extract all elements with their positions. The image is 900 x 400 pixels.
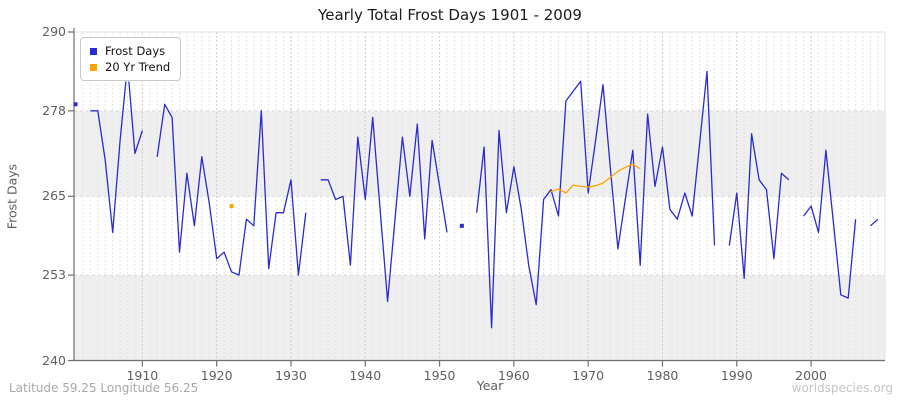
legend-item-frost-days: Frost Days bbox=[90, 43, 170, 59]
x-axis-label: Year bbox=[476, 378, 504, 393]
legend-label-trend: 20 Yr Trend bbox=[105, 60, 171, 74]
series-line-frost-days bbox=[870, 218, 879, 227]
data-point-marker-trend bbox=[229, 204, 234, 209]
series-line-trend bbox=[550, 163, 641, 194]
data-point-marker-frost-days bbox=[459, 223, 464, 228]
legend: Frost Days 20 Yr Trend bbox=[80, 37, 182, 81]
x-tick-label: 1990 bbox=[720, 368, 753, 383]
series-line-frost-days bbox=[320, 116, 448, 303]
footer-coordinates: Latitude 59.25 Longitude 56.25 bbox=[9, 381, 199, 395]
x-tick-label: 1920 bbox=[200, 368, 233, 383]
plot-band bbox=[74, 275, 885, 361]
y-tick-label: 290 bbox=[42, 24, 66, 39]
frost-days-swatch-icon bbox=[90, 47, 97, 55]
x-tick-label: 1980 bbox=[646, 368, 679, 383]
y-tick-label: 253 bbox=[42, 267, 66, 283]
x-tick-label: 1930 bbox=[275, 368, 307, 383]
chart-title: Yearly Total Frost Days 1901 - 2009 bbox=[318, 6, 582, 24]
trend-swatch-icon bbox=[90, 63, 97, 71]
footer-watermark: worldspecies.org bbox=[791, 381, 893, 395]
data-point-marker-frost-days bbox=[73, 102, 78, 107]
y-tick-label: 265 bbox=[42, 188, 66, 204]
series-line-frost-days bbox=[476, 70, 716, 329]
series-line-frost-days bbox=[803, 149, 857, 299]
y-tick-label: 278 bbox=[42, 102, 66, 118]
series-line-frost-days bbox=[728, 133, 790, 280]
x-tick-label: 1970 bbox=[572, 368, 605, 383]
series-line-frost-days bbox=[90, 64, 144, 234]
x-tick-label: 1960 bbox=[497, 368, 530, 383]
x-tick-label: 2000 bbox=[795, 368, 827, 383]
series-line-frost-days bbox=[156, 103, 307, 276]
x-tick-label: 1940 bbox=[349, 368, 382, 383]
y-tick-label: 240 bbox=[42, 352, 66, 368]
legend-item-trend: 20 Yr Trend bbox=[90, 59, 170, 75]
legend-label-frost-days: Frost Days bbox=[105, 44, 166, 58]
x-tick-label: 1950 bbox=[423, 368, 456, 383]
x-tick-label: 1910 bbox=[126, 368, 159, 383]
y-axis-label: Frost Days bbox=[4, 163, 20, 230]
